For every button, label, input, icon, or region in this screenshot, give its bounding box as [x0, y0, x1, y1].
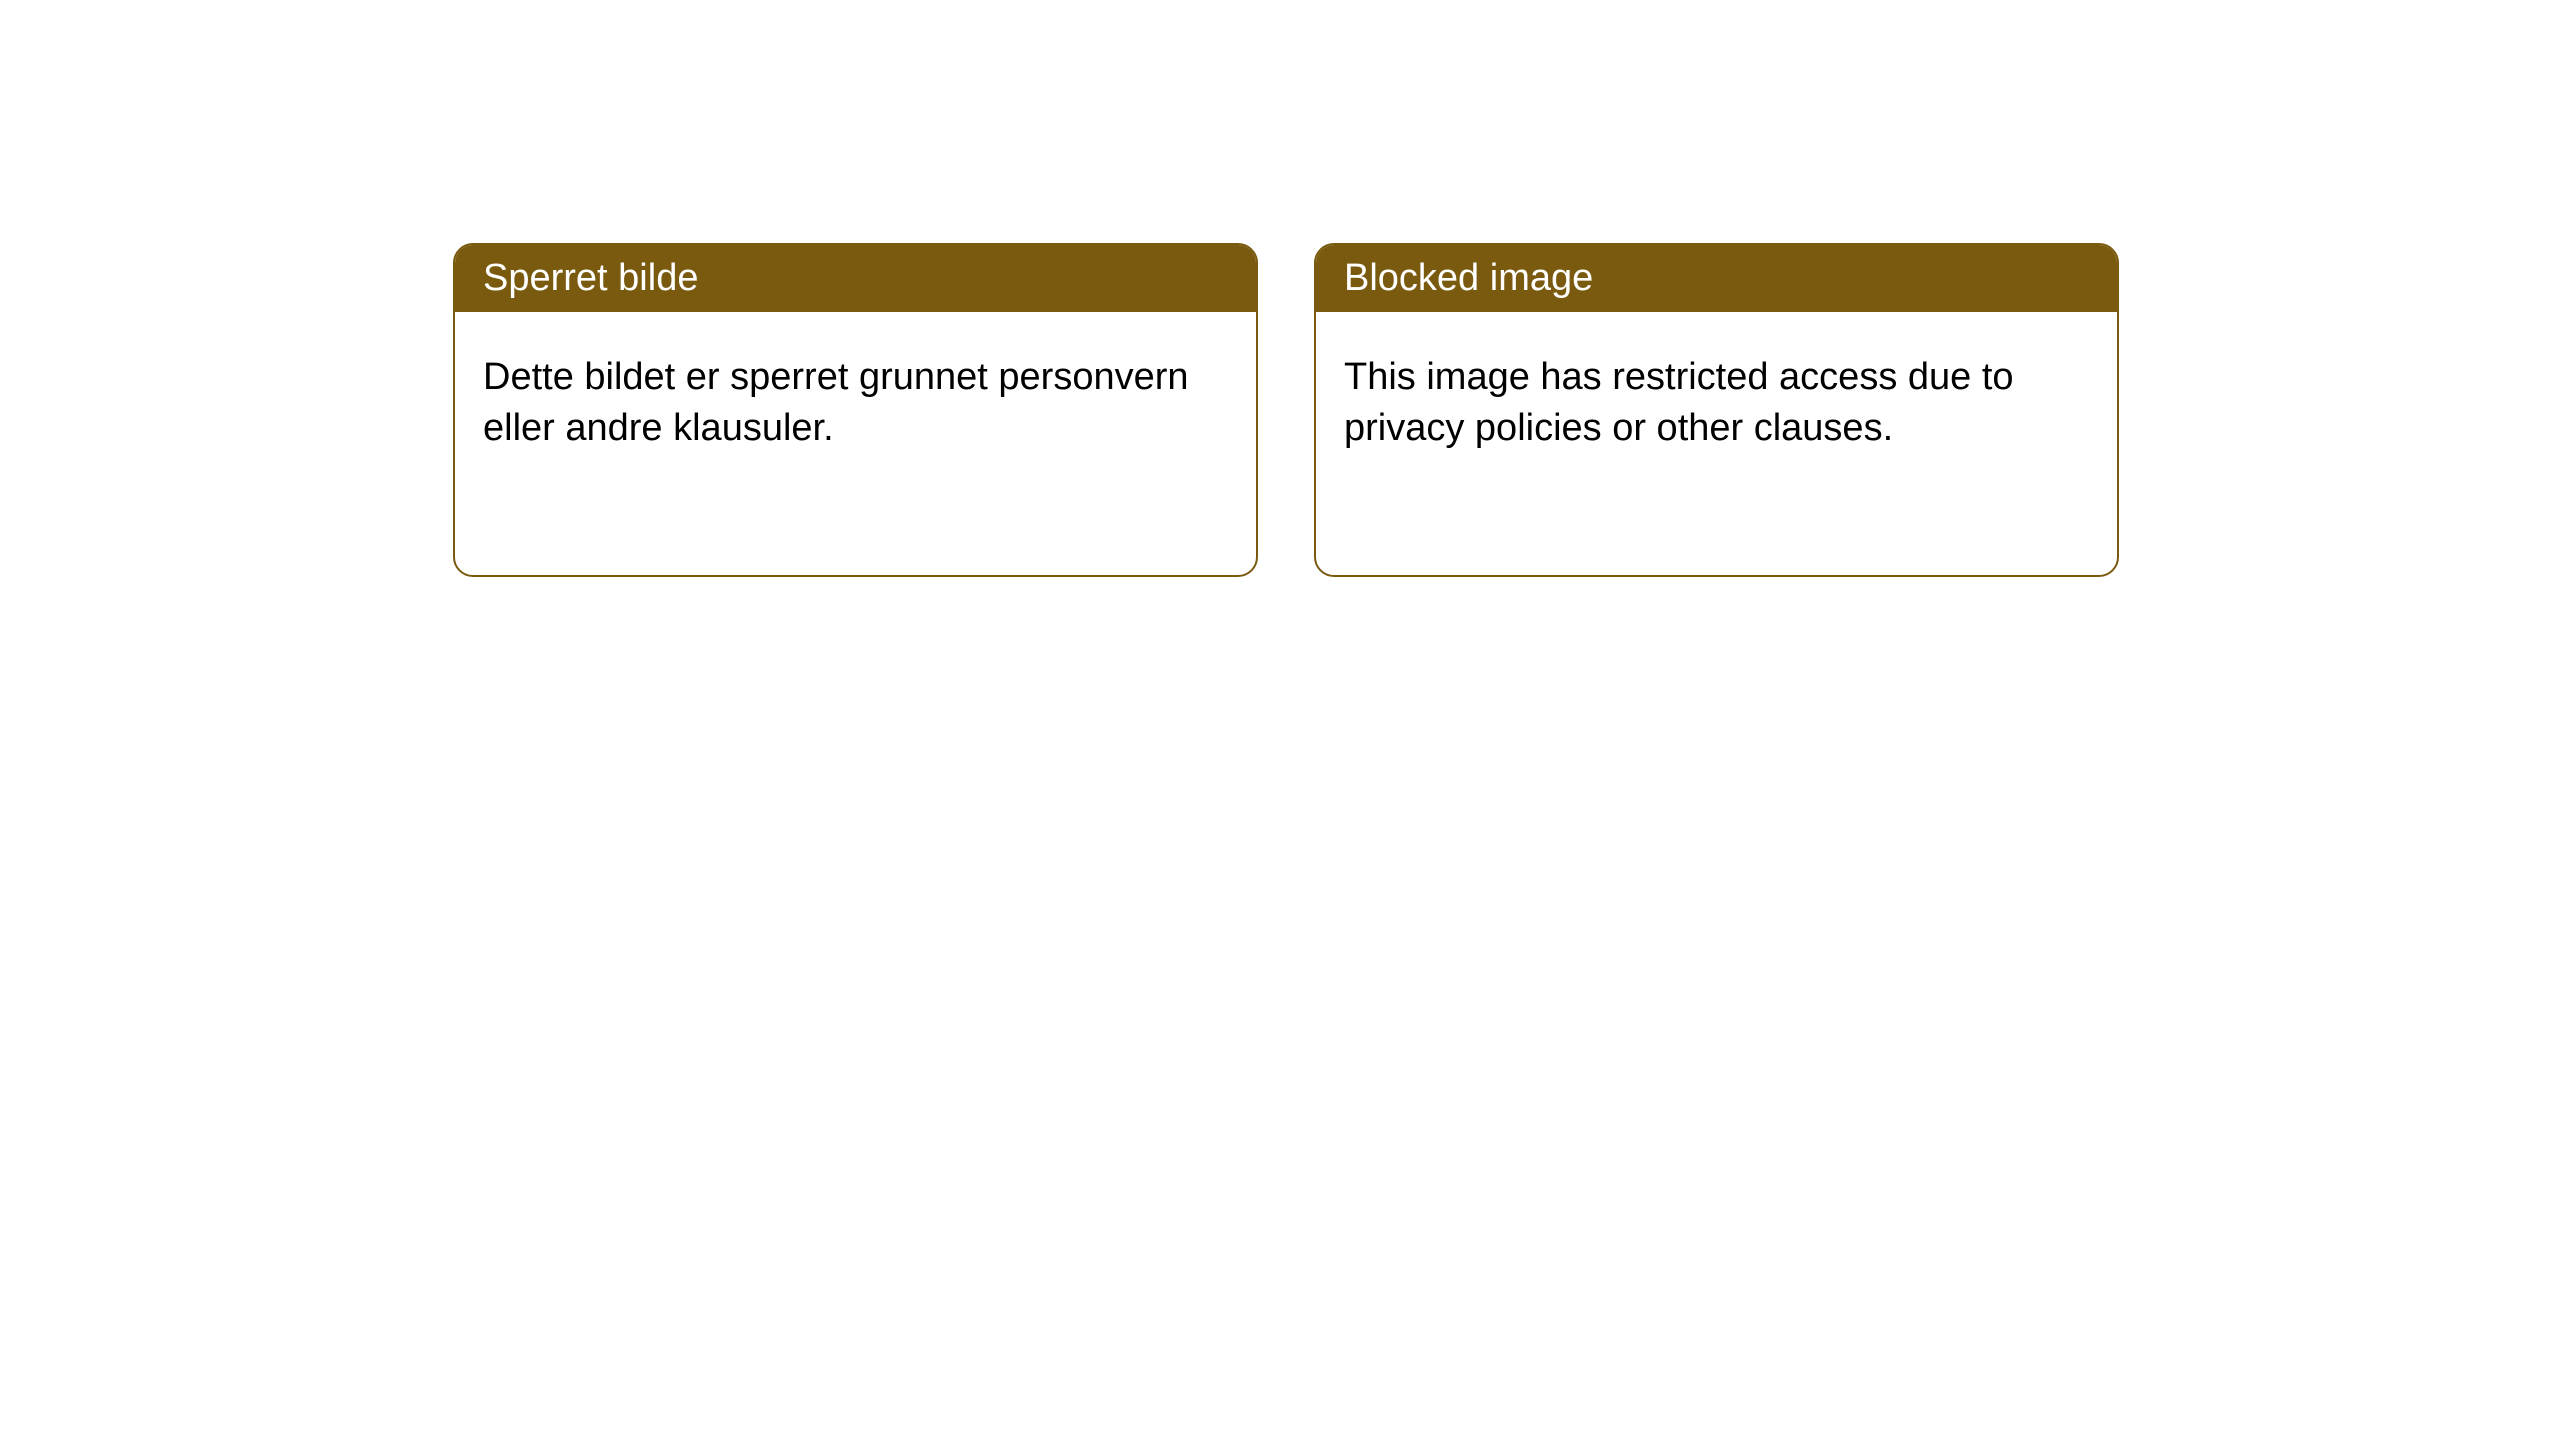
notice-card-no: Sperret bilde Dette bildet er sperret gr…	[453, 243, 1258, 577]
notice-card-row: Sperret bilde Dette bildet er sperret gr…	[0, 0, 2560, 577]
notice-card-title: Sperret bilde	[455, 245, 1256, 312]
notice-card-title: Blocked image	[1316, 245, 2117, 312]
notice-card-body: This image has restricted access due to …	[1316, 312, 2117, 495]
notice-card-en: Blocked image This image has restricted …	[1314, 243, 2119, 577]
notice-card-body: Dette bildet er sperret grunnet personve…	[455, 312, 1256, 495]
